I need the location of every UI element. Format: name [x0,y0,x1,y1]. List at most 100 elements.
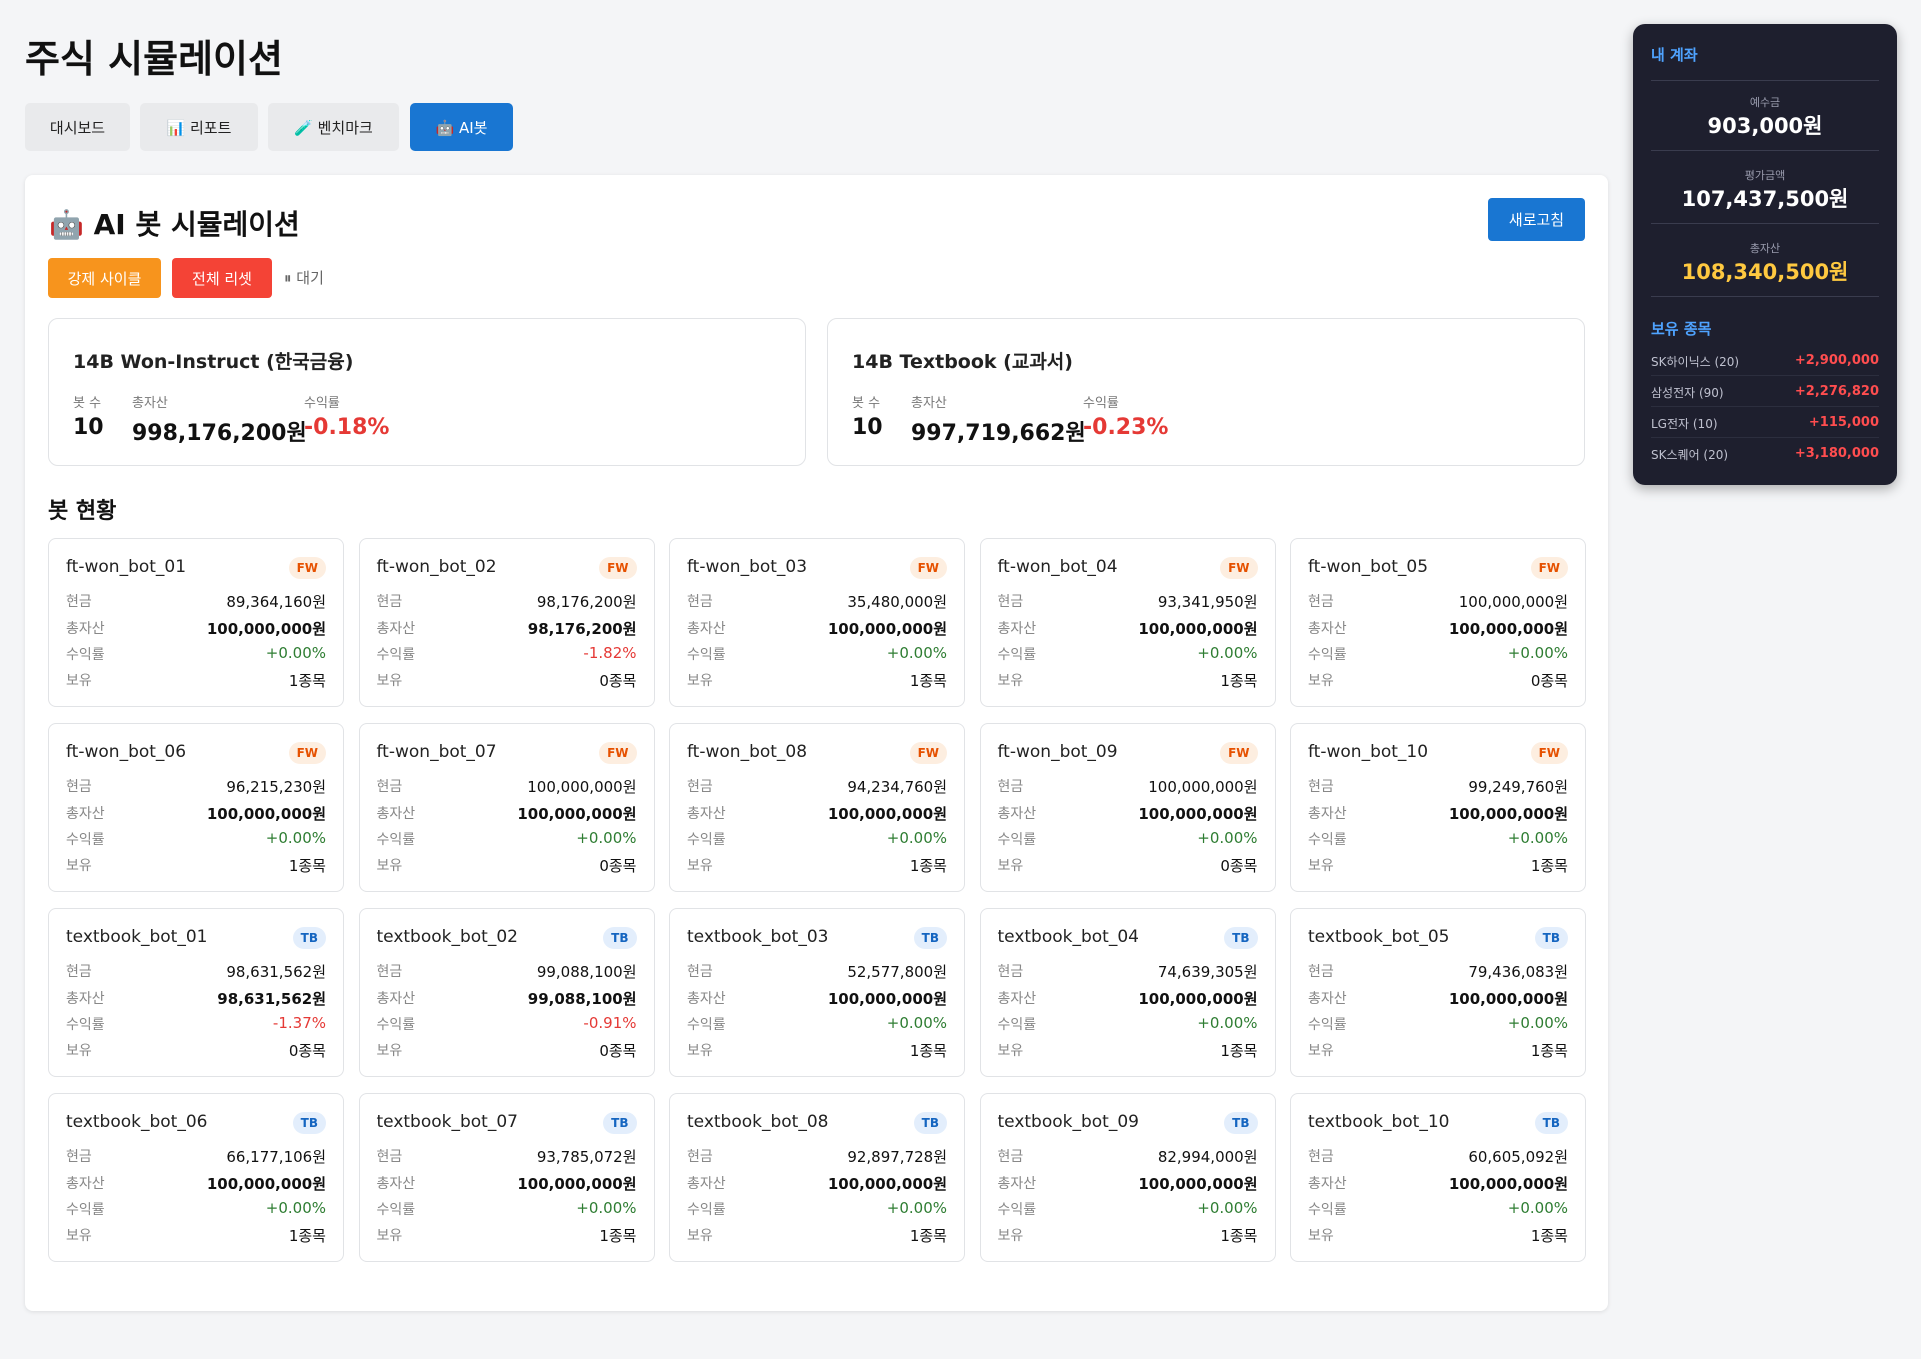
field-value: 0종목 [599,857,637,875]
holdings-title: 보유 종목 [1651,320,1712,338]
group-card: 14B Textbook (교과서) 봇 수 10 총자산 997,719,662원 수익… [827,318,1585,466]
bot-card: ft-won_bot_01 FW 현금 89,364,160원 총자산 100,000,0… [48,538,344,707]
field-label: 현금 [66,594,92,610]
reset-button[interactable]: 전체 리셋 [172,258,272,298]
field-label: 현금 [1308,594,1334,610]
field-value: +0.00% [265,644,326,662]
field-label: 수익률 [376,1017,416,1033]
field-label: 수익률 [376,1202,416,1218]
field-label: 보유 [66,1228,92,1244]
bot-card: ft-won_bot_04 FW 현금 93,341,950원 총자산 100,000,0… [979,538,1276,707]
field-value: 98,176,200원 [536,593,637,611]
tab[interactable]: 📊 리포트 [140,103,258,151]
field-value: 0종목 [288,1042,326,1060]
summary-label: 총자산 [911,396,947,411]
divider [1651,296,1879,297]
divider [1651,437,1879,438]
summary-label: 수익률 [304,396,340,411]
field-label: 수익률 [1308,1017,1347,1033]
field-label: 보유 [687,673,713,689]
field-label: 총자산 [687,991,726,1007]
summary-label: 봇 수 [73,396,102,411]
holding-name: SK하이닉스 (20) [1651,355,1740,369]
field-value: 100,000,000원 [1448,1175,1568,1193]
account-label: 예수금 [1749,96,1781,109]
field-value: +0.00% [886,1014,947,1032]
field-value: 100,000,000원 [1448,620,1568,638]
field-value: +0.00% [1197,1199,1258,1217]
summary-label: 총자산 [132,396,168,411]
field-value: 74,639,305원 [1157,963,1258,981]
field-value: 98,631,562원 [217,990,326,1008]
field-label: 수익률 [687,832,726,848]
bot-name: ft-won_bot_02 [376,557,497,577]
bot-card: ft-won_bot_09 FW 현금 100,000,000원 총자산 100,000,… [979,723,1276,892]
divider [1651,406,1879,407]
bot-name: textbook_bot_02 [376,927,518,947]
bot-name: textbook_bot_06 [66,1112,208,1132]
bot-name: textbook_bot_01 [66,927,208,947]
summary-label: 수익률 [1083,396,1119,411]
bot-name: textbook_bot_04 [997,927,1139,947]
bot-card: textbook_bot_03 TB 현금 52,577,800원 총자산 100,000… [669,908,965,1077]
divider [1651,223,1879,224]
field-label: 총자산 [1308,1176,1347,1192]
account-title: 내 계좌 [1651,46,1698,64]
field-value: +0.00% [886,1199,947,1217]
field-value: +0.00% [1507,829,1568,847]
summary-value: -0.23% [1083,415,1169,440]
bot-badge: FW [599,742,637,764]
field-value: 100,000,000원 [517,1175,637,1193]
holding-name: SK스퀘어 (20) [1651,448,1729,462]
field-label: 현금 [1308,779,1334,795]
field-value: +0.00% [576,829,637,847]
field-value: 100,000,000원 [206,620,326,638]
bot-name: ft-won_bot_03 [687,557,808,577]
field-value: -1.37% [272,1014,326,1032]
bot-card: textbook_bot_08 TB 현금 92,897,728원 총자산 100,000… [669,1093,965,1262]
field-label: 현금 [997,779,1024,795]
field-value: 100,000,000원 [827,990,947,1008]
field-value: 1종목 [1220,672,1258,690]
holding-value: +2,900,000 [1794,353,1879,368]
field-label: 총자산 [66,1176,105,1192]
field-value: 99,088,100원 [527,990,637,1008]
field-label: 현금 [376,1149,403,1165]
tab-active[interactable]: 🤖 AI봇 [410,103,513,151]
bot-card: ft-won_bot_02 FW 현금 98,176,200원 총자산 98,176,20… [358,538,655,707]
field-value: 99,249,760원 [1468,778,1568,796]
section-title: 봇 현황 [48,499,117,524]
bot-badge: FW [599,557,637,579]
field-value: 100,000,000원 [827,1175,947,1193]
bot-name: ft-won_bot_09 [997,742,1118,762]
bot-name: ft-won_bot_05 [1308,557,1429,577]
field-value: 98,176,200원 [527,620,637,638]
cycle-button[interactable]: 강제 사이클 [48,258,161,298]
divider [1651,150,1879,151]
field-label: 총자산 [997,991,1037,1007]
field-label: 보유 [997,858,1024,874]
field-value: +0.00% [265,1199,326,1217]
field-value: -0.91% [583,1014,637,1032]
tab[interactable]: 🧪 벤치마크 [268,103,399,151]
tab[interactable]: 대시보드 [25,103,130,151]
bot-card: ft-won_bot_03 FW 현금 35,480,000원 총자산 100,000,0… [669,538,965,707]
refresh-button[interactable]: 새로고침 [1488,198,1585,241]
field-value: 1종목 [909,857,947,875]
bot-name: ft-won_bot_10 [1308,742,1429,762]
field-value: 98,631,562원 [226,963,326,981]
field-value: 94,234,760원 [847,778,947,796]
field-value: -1.82% [583,644,637,662]
field-value: 66,177,106원 [226,1148,326,1166]
bot-badge: TB [1224,1112,1258,1134]
panel-title: 🤖 AI 봇 시뮬레이션 [49,208,300,241]
bot-name: textbook_bot_08 [687,1112,829,1132]
field-label: 총자산 [66,806,105,822]
field-label: 수익률 [687,647,726,663]
field-label: 현금 [687,1149,713,1165]
field-value: 1종목 [1220,1042,1258,1060]
bot-badge: FW [1530,557,1568,579]
field-label: 현금 [376,964,403,980]
field-label: 총자산 [997,1176,1037,1192]
field-value: 1종목 [909,1042,947,1060]
